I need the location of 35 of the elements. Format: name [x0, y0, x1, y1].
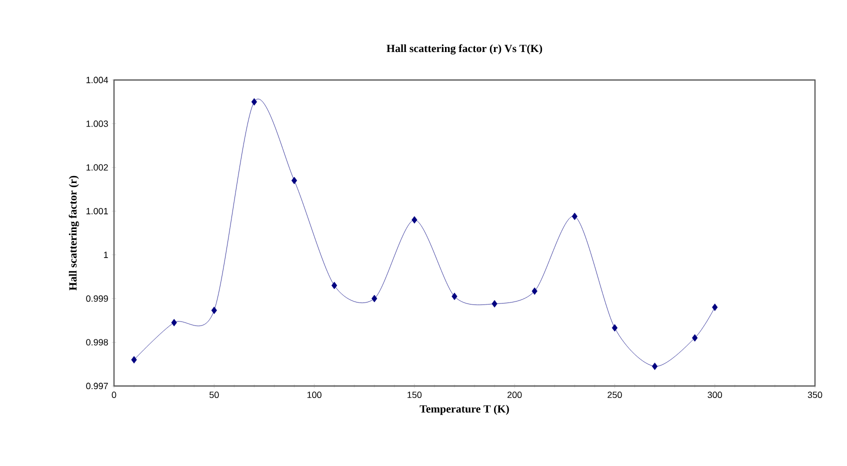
- x-tick-label: 200: [508, 392, 522, 398]
- point: [251, 98, 258, 106]
- y-tick-label: 1.001: [86, 208, 108, 214]
- y-tick-label: 1.003: [86, 120, 108, 127]
- point: [452, 292, 458, 300]
- x-tick-label: 350: [808, 392, 822, 398]
- point: [572, 212, 578, 220]
- x-tick-label: 300: [708, 392, 722, 398]
- point: [291, 176, 298, 184]
- x-axis-title: Temperature T (K): [420, 404, 509, 415]
- x-tick-label: 0: [112, 392, 116, 398]
- chart-title: Hall scattering factor (r) Vs T(K): [386, 44, 542, 54]
- point: [492, 300, 498, 308]
- y-tick-label: 0.998: [86, 339, 108, 346]
- point: [331, 282, 338, 290]
- point: [171, 318, 177, 326]
- x-tick-label: 250: [608, 392, 622, 398]
- x-tick-label: 150: [408, 392, 422, 398]
- point: [612, 324, 618, 332]
- y-tick-label: 1.002: [86, 164, 108, 171]
- y-tick-label: 0.999: [86, 295, 108, 302]
- point: [712, 304, 718, 312]
- point: [131, 356, 137, 364]
- y-tick-label: 1: [104, 252, 108, 258]
- x-tick-label: 50: [210, 392, 219, 398]
- x-tick-label: 100: [307, 392, 322, 398]
- point: [652, 362, 658, 370]
- y-tick-label: 1.004: [86, 76, 108, 84]
- point: [532, 287, 538, 295]
- point: [211, 306, 217, 314]
- point: [412, 216, 418, 224]
- y-tick-label: 0.997: [86, 382, 108, 390]
- y-axis-title: Hall scattering factor (r): [68, 176, 79, 290]
- point: [372, 294, 378, 302]
- point: [692, 334, 698, 342]
